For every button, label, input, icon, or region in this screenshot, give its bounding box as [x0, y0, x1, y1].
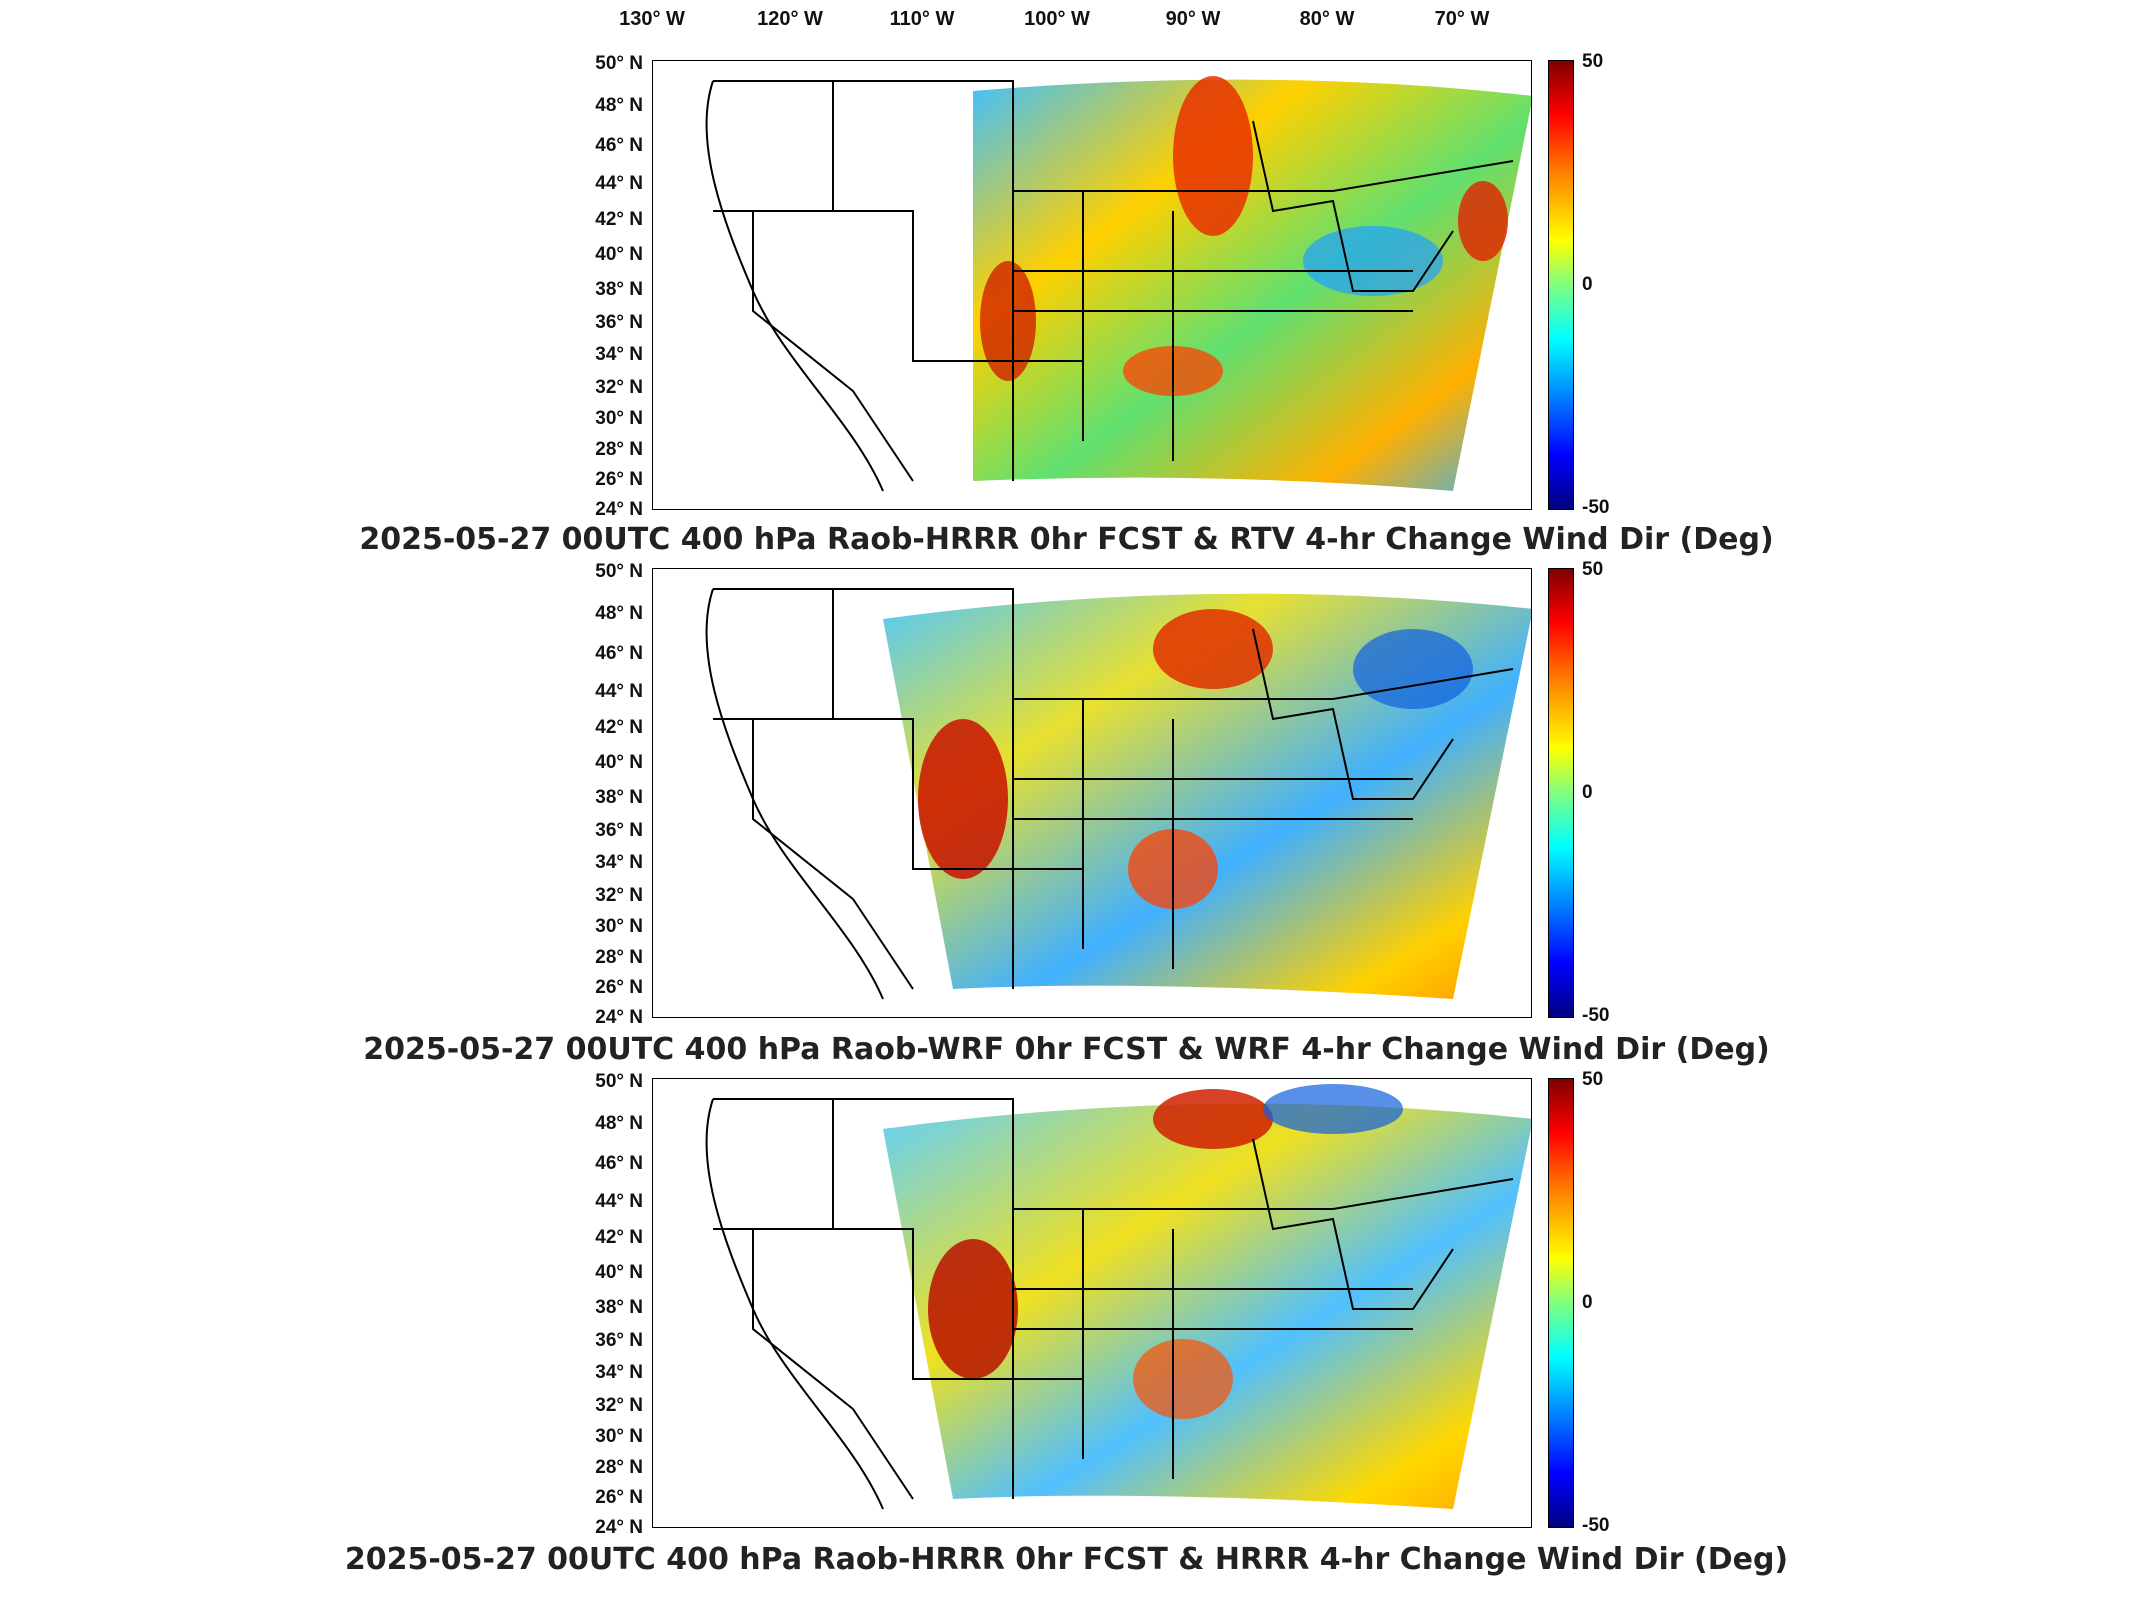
lat-tick: 40° N: [595, 244, 643, 265]
lon-tick: 130° W: [619, 8, 685, 30]
map-plot-area: [652, 60, 1532, 510]
lat-tick: 32° N: [595, 885, 643, 906]
colorbar-min-label: -50: [1582, 1005, 1610, 1026]
state-borders: [705, 588, 1514, 1000]
map-plot-area: [652, 1078, 1532, 1528]
warm-anomaly: [980, 261, 1036, 381]
lat-tick: 48° N: [595, 1113, 643, 1134]
lat-tick: 42° N: [595, 717, 643, 738]
longitude-axis: 130° W 120° W 110° W 100° W 90° W 80° W …: [0, 0, 2133, 40]
colorbar-min-label: -50: [1582, 497, 1610, 518]
lat-tick: 36° N: [595, 312, 643, 333]
model-domain: [973, 79, 1531, 491]
lat-tick: 30° N: [595, 916, 643, 937]
warm-anomaly: [1458, 181, 1508, 261]
lat-tick: 32° N: [595, 1395, 643, 1416]
colorbar-min-label: -50: [1582, 1515, 1610, 1536]
warm-anomaly: [928, 1239, 1018, 1379]
lat-tick: 38° N: [595, 1297, 643, 1318]
lat-tick: 44° N: [595, 681, 643, 702]
lon-tick: 90° W: [1165, 8, 1221, 30]
lat-tick: 50° N: [595, 561, 643, 582]
lat-tick: 40° N: [595, 1262, 643, 1283]
lat-tick: 28° N: [595, 947, 643, 968]
colorbar-max-label: 50: [1582, 559, 1604, 580]
lat-tick: 34° N: [595, 852, 643, 873]
lat-tick: 44° N: [595, 1191, 643, 1212]
warm-anomaly: [1153, 1089, 1273, 1149]
cool-anomaly: [1303, 226, 1443, 296]
lat-tick: 30° N: [595, 408, 643, 429]
lat-tick: 36° N: [595, 820, 643, 841]
lat-tick: 48° N: [595, 603, 643, 624]
lat-tick: 38° N: [595, 279, 643, 300]
lon-tick: 80° W: [1299, 8, 1355, 30]
state-borders: [705, 1098, 1514, 1510]
lon-tick: 120° W: [757, 8, 823, 30]
lat-tick: 24° N: [595, 499, 643, 520]
colorbar-mid-label: 0: [1582, 1292, 1593, 1313]
lat-tick: 24° N: [595, 1007, 643, 1028]
lat-tick: 44° N: [595, 173, 643, 194]
lat-tick: 42° N: [595, 1227, 643, 1248]
warm-anomaly: [1133, 1339, 1233, 1419]
lat-tick: 28° N: [595, 1457, 643, 1478]
lat-tick: 28° N: [595, 439, 643, 460]
lat-tick: 32° N: [595, 377, 643, 398]
wind-direction-map: [705, 1084, 1531, 1510]
colorbar-max-label: 50: [1582, 51, 1604, 72]
wind-direction-map: [705, 76, 1531, 492]
lat-tick: 26° N: [595, 469, 643, 490]
lat-tick: 34° N: [595, 344, 643, 365]
cool-anomaly: [1263, 1084, 1403, 1134]
lat-tick: 42° N: [595, 209, 643, 230]
lat-tick: 38° N: [595, 787, 643, 808]
lat-tick: 50° N: [595, 1071, 643, 1092]
warm-anomaly: [1173, 76, 1253, 236]
warm-anomaly: [1153, 609, 1273, 689]
state-borders: [705, 80, 1514, 492]
colorbar: [1548, 568, 1574, 1018]
panel-title: 2025-05-27 00UTC 400 hPa Raob-WRF 0hr FC…: [363, 1032, 1770, 1067]
lon-tick: 110° W: [889, 8, 955, 30]
colorbar: [1548, 1078, 1574, 1528]
lat-tick: 46° N: [595, 643, 643, 664]
lat-tick: 26° N: [595, 1487, 643, 1508]
lat-tick: 50° N: [595, 53, 643, 74]
panel-title: 2025-05-27 00UTC 400 hPa Raob-HRRR 0hr F…: [344, 1542, 1789, 1577]
lon-tick: 100° W: [1024, 8, 1090, 30]
panel-title: 2025-05-27 00UTC 400 hPa Raob-HRRR 0hr F…: [359, 522, 1774, 557]
wind-direction-map: [705, 588, 1531, 1000]
model-domain: [883, 1103, 1531, 1509]
colorbar-max-label: 50: [1582, 1069, 1604, 1090]
colorbar-mid-label: 0: [1582, 274, 1593, 295]
warm-anomaly: [918, 719, 1008, 879]
map-plot-area: [652, 568, 1532, 1018]
lat-tick: 46° N: [595, 135, 643, 156]
cool-anomaly: [1353, 629, 1473, 709]
lat-tick: 40° N: [595, 752, 643, 773]
lon-tick: 70° W: [1434, 8, 1490, 30]
lat-tick: 30° N: [595, 1426, 643, 1447]
lat-tick: 48° N: [595, 95, 643, 116]
lat-tick: 36° N: [595, 1330, 643, 1351]
colorbar: [1548, 60, 1574, 510]
lat-tick: 34° N: [595, 1362, 643, 1383]
lat-tick: 46° N: [595, 1153, 643, 1174]
lat-tick: 26° N: [595, 977, 643, 998]
lat-tick: 24° N: [595, 1517, 643, 1538]
colorbar-mid-label: 0: [1582, 782, 1593, 803]
